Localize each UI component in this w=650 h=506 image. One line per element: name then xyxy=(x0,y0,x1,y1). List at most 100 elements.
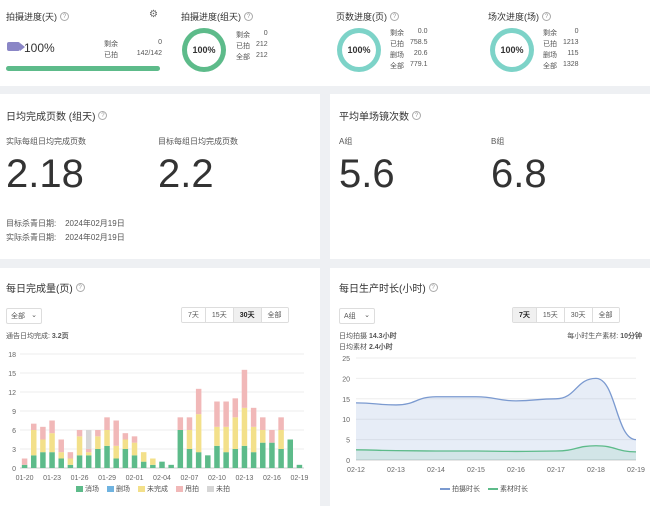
range-tab[interactable]: 7天 xyxy=(513,308,537,322)
x-tick-label: 02-19 xyxy=(627,467,645,474)
y-tick-label: 15 xyxy=(8,371,16,378)
daily-hours-title: 每日生产时长(小时)? xyxy=(339,280,438,295)
bar-segment xyxy=(85,449,92,453)
range-tab[interactable]: 15天 xyxy=(205,308,234,322)
bar-segment xyxy=(76,436,83,456)
legend-swatch xyxy=(107,486,114,492)
day-kv: 剩余 0 已拍 142/142 xyxy=(104,39,162,59)
bar-segment xyxy=(58,452,64,459)
x-tick-label: 01-20 xyxy=(16,475,34,482)
bar-segment xyxy=(113,458,119,468)
actual-value: 2.18 xyxy=(6,152,84,196)
y-tick-label: 9 xyxy=(12,409,16,416)
scenes-kv: 剩余 0 已拍 1213 删场 115 全部 1328 xyxy=(543,28,579,71)
y-tick-label: 12 xyxy=(8,390,16,397)
help-icon[interactable]: ? xyxy=(75,283,85,292)
range-tab[interactable]: 全部 xyxy=(261,308,288,322)
bar-segment xyxy=(186,417,193,430)
help-icon[interactable]: ? xyxy=(60,12,69,21)
group-select[interactable]: 全部 ⌄ xyxy=(6,308,42,324)
daily-hours-legend: 拍摄时长 素材时长 xyxy=(440,484,528,494)
daily-hours-card: 每日生产时长(小时)? A组 ⌄ 7天 15天 30天 全部 日均拍摄 14.3小时 日… xyxy=(330,268,650,506)
bar-segment xyxy=(232,449,239,468)
legend-label: 甩拍 xyxy=(185,486,199,493)
help-icon[interactable]: ? xyxy=(542,12,551,21)
chevron-down-icon: ⌄ xyxy=(31,312,37,319)
bar-segment xyxy=(241,369,248,408)
y-tick-label: 20 xyxy=(342,376,350,383)
help-icon[interactable]: ? xyxy=(390,12,399,21)
camera-icon-lens xyxy=(20,43,25,51)
series-area xyxy=(356,445,636,460)
group-b-label: B组 xyxy=(491,137,505,146)
legend-item[interactable]: 删场 xyxy=(107,484,130,494)
kv-label: 删场 xyxy=(390,52,404,59)
help-icon[interactable]: ? xyxy=(428,283,438,292)
legend-item[interactable]: 未拍 xyxy=(207,484,230,494)
bar-segment xyxy=(241,445,248,468)
bar-segment xyxy=(104,430,110,446)
range-tab[interactable]: 全部 xyxy=(592,308,619,322)
bar-segment xyxy=(250,407,257,427)
help-icon[interactable]: ? xyxy=(244,12,253,21)
range-tab[interactable]: 30天 xyxy=(233,308,262,322)
avg-shots-card: 平均单场镜次数? A组 5.6 B组 6.8 xyxy=(330,94,650,259)
legend-item[interactable]: 未完成 xyxy=(138,484,168,494)
bar-segment xyxy=(223,426,229,453)
bar-segment xyxy=(85,452,92,456)
scenes-percent: 100% xyxy=(495,33,529,67)
bar-segment xyxy=(269,442,275,468)
bar-segment xyxy=(76,430,83,437)
kv-label: 剩余 xyxy=(543,30,557,37)
series-area xyxy=(356,378,636,460)
range-tab[interactable]: 7天 xyxy=(182,308,206,322)
daily-pages-card: 日均完成页数 (组天)? 实际每组日均完成页数 2.18 目标每组日均完成页数 … xyxy=(0,94,320,259)
kv-value: 212 xyxy=(256,52,268,59)
legend-item[interactable]: 素材时长 xyxy=(488,484,528,494)
x-tick-label: 02-17 xyxy=(547,467,565,474)
legend-item[interactable]: 消场 xyxy=(76,484,99,494)
settings-icon[interactable]: ⚙ xyxy=(149,9,158,20)
bar-segment xyxy=(140,452,147,462)
target-date: 目标杀青日期: 2024年02月19日 xyxy=(6,219,125,228)
range-tab[interactable]: 30天 xyxy=(564,308,593,322)
kv-value: 0.0 xyxy=(417,28,428,35)
bar-segment xyxy=(104,445,110,468)
bar-segment xyxy=(113,445,119,459)
bar-segment xyxy=(150,458,156,465)
y-tick-label: 15 xyxy=(342,397,350,404)
y-tick-label: 18 xyxy=(8,352,16,359)
legend-label: 拍摄时长 xyxy=(452,486,480,493)
bar-segment xyxy=(104,417,110,430)
x-tick-label: 02-12 xyxy=(347,467,365,474)
x-tick-label: 02-19 xyxy=(290,475,308,482)
bar-segment xyxy=(223,401,229,427)
help-icon[interactable]: ? xyxy=(412,111,421,120)
x-tick-label: 02-18 xyxy=(587,467,605,474)
pages-progress-title: 页数进度(页)? xyxy=(336,10,399,23)
legend-item[interactable]: 甩拍 xyxy=(176,484,199,494)
bar-segment xyxy=(131,455,138,468)
daily-output-chart: 0 3 6 9 12 15 18 01-20 01-23 01-26 01-29 02-01 02-04… xyxy=(8,352,308,482)
group-select[interactable]: A组 ⌄ xyxy=(339,308,375,324)
bar-segment xyxy=(113,420,119,446)
bar-segment xyxy=(49,433,55,453)
legend-item[interactable]: 拍摄时长 xyxy=(440,484,480,494)
legend-label: 未完成 xyxy=(147,486,168,493)
bar-segment xyxy=(21,458,28,465)
bar-segment xyxy=(85,455,92,468)
kv-label: 剩余 xyxy=(390,30,404,37)
bar-segment xyxy=(205,455,211,468)
daily-pages-title: 日均完成页数 (组天)? xyxy=(6,108,108,123)
hourly-material: 每小时生产素材: 10分钟 xyxy=(567,333,642,340)
help-icon[interactable]: ? xyxy=(98,111,108,120)
kv-value: 115 xyxy=(567,50,579,57)
legend-label: 素材时长 xyxy=(500,486,528,493)
bar-segment xyxy=(58,439,64,453)
x-tick-label: 02-13 xyxy=(235,475,253,482)
camera-icon xyxy=(7,42,20,51)
range-tab[interactable]: 15天 xyxy=(536,308,565,322)
legend-swatch xyxy=(176,486,183,492)
legend-swatch xyxy=(207,486,214,492)
